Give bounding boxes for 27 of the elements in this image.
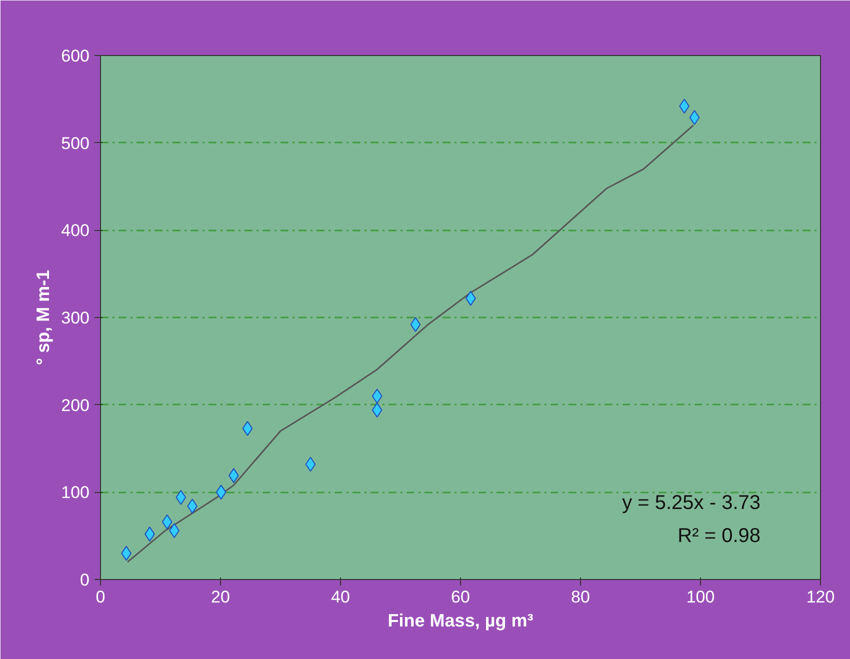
point <box>176 490 186 505</box>
x-tick-label: 20 <box>211 588 230 606</box>
point <box>689 110 700 126</box>
annotation: R² = 0.98 <box>678 525 761 548</box>
x-tick-label: 120 <box>806 588 835 606</box>
point <box>305 456 316 472</box>
point <box>410 316 421 332</box>
y-axis-title: ° sp, M m-1 <box>33 270 54 366</box>
point <box>216 484 226 500</box>
x-tick-label: 100 <box>686 588 715 606</box>
annotation: y = 5.25x - 3.73 <box>622 492 761 514</box>
x-tick-label: 0 <box>96 588 106 606</box>
point <box>372 402 382 418</box>
x-tick-label: 80 <box>571 588 590 606</box>
x-tick-label: 40 <box>331 588 350 606</box>
y-tick-label: 400 <box>61 221 90 240</box>
point <box>242 420 253 436</box>
y-tick-label: 500 <box>61 134 90 153</box>
y-tick-label: 300 <box>61 308 90 328</box>
x-tick-label: 60 <box>451 588 470 606</box>
y-tick-label: 100 <box>61 483 90 502</box>
y-tick-label: 0 <box>80 570 90 590</box>
point <box>162 514 172 530</box>
point <box>372 388 382 404</box>
x-axis-title: Fine Mass, µg m³ <box>388 610 534 630</box>
y-tick-label: 200 <box>61 396 90 415</box>
y-tick-label: 600 <box>61 46 90 66</box>
